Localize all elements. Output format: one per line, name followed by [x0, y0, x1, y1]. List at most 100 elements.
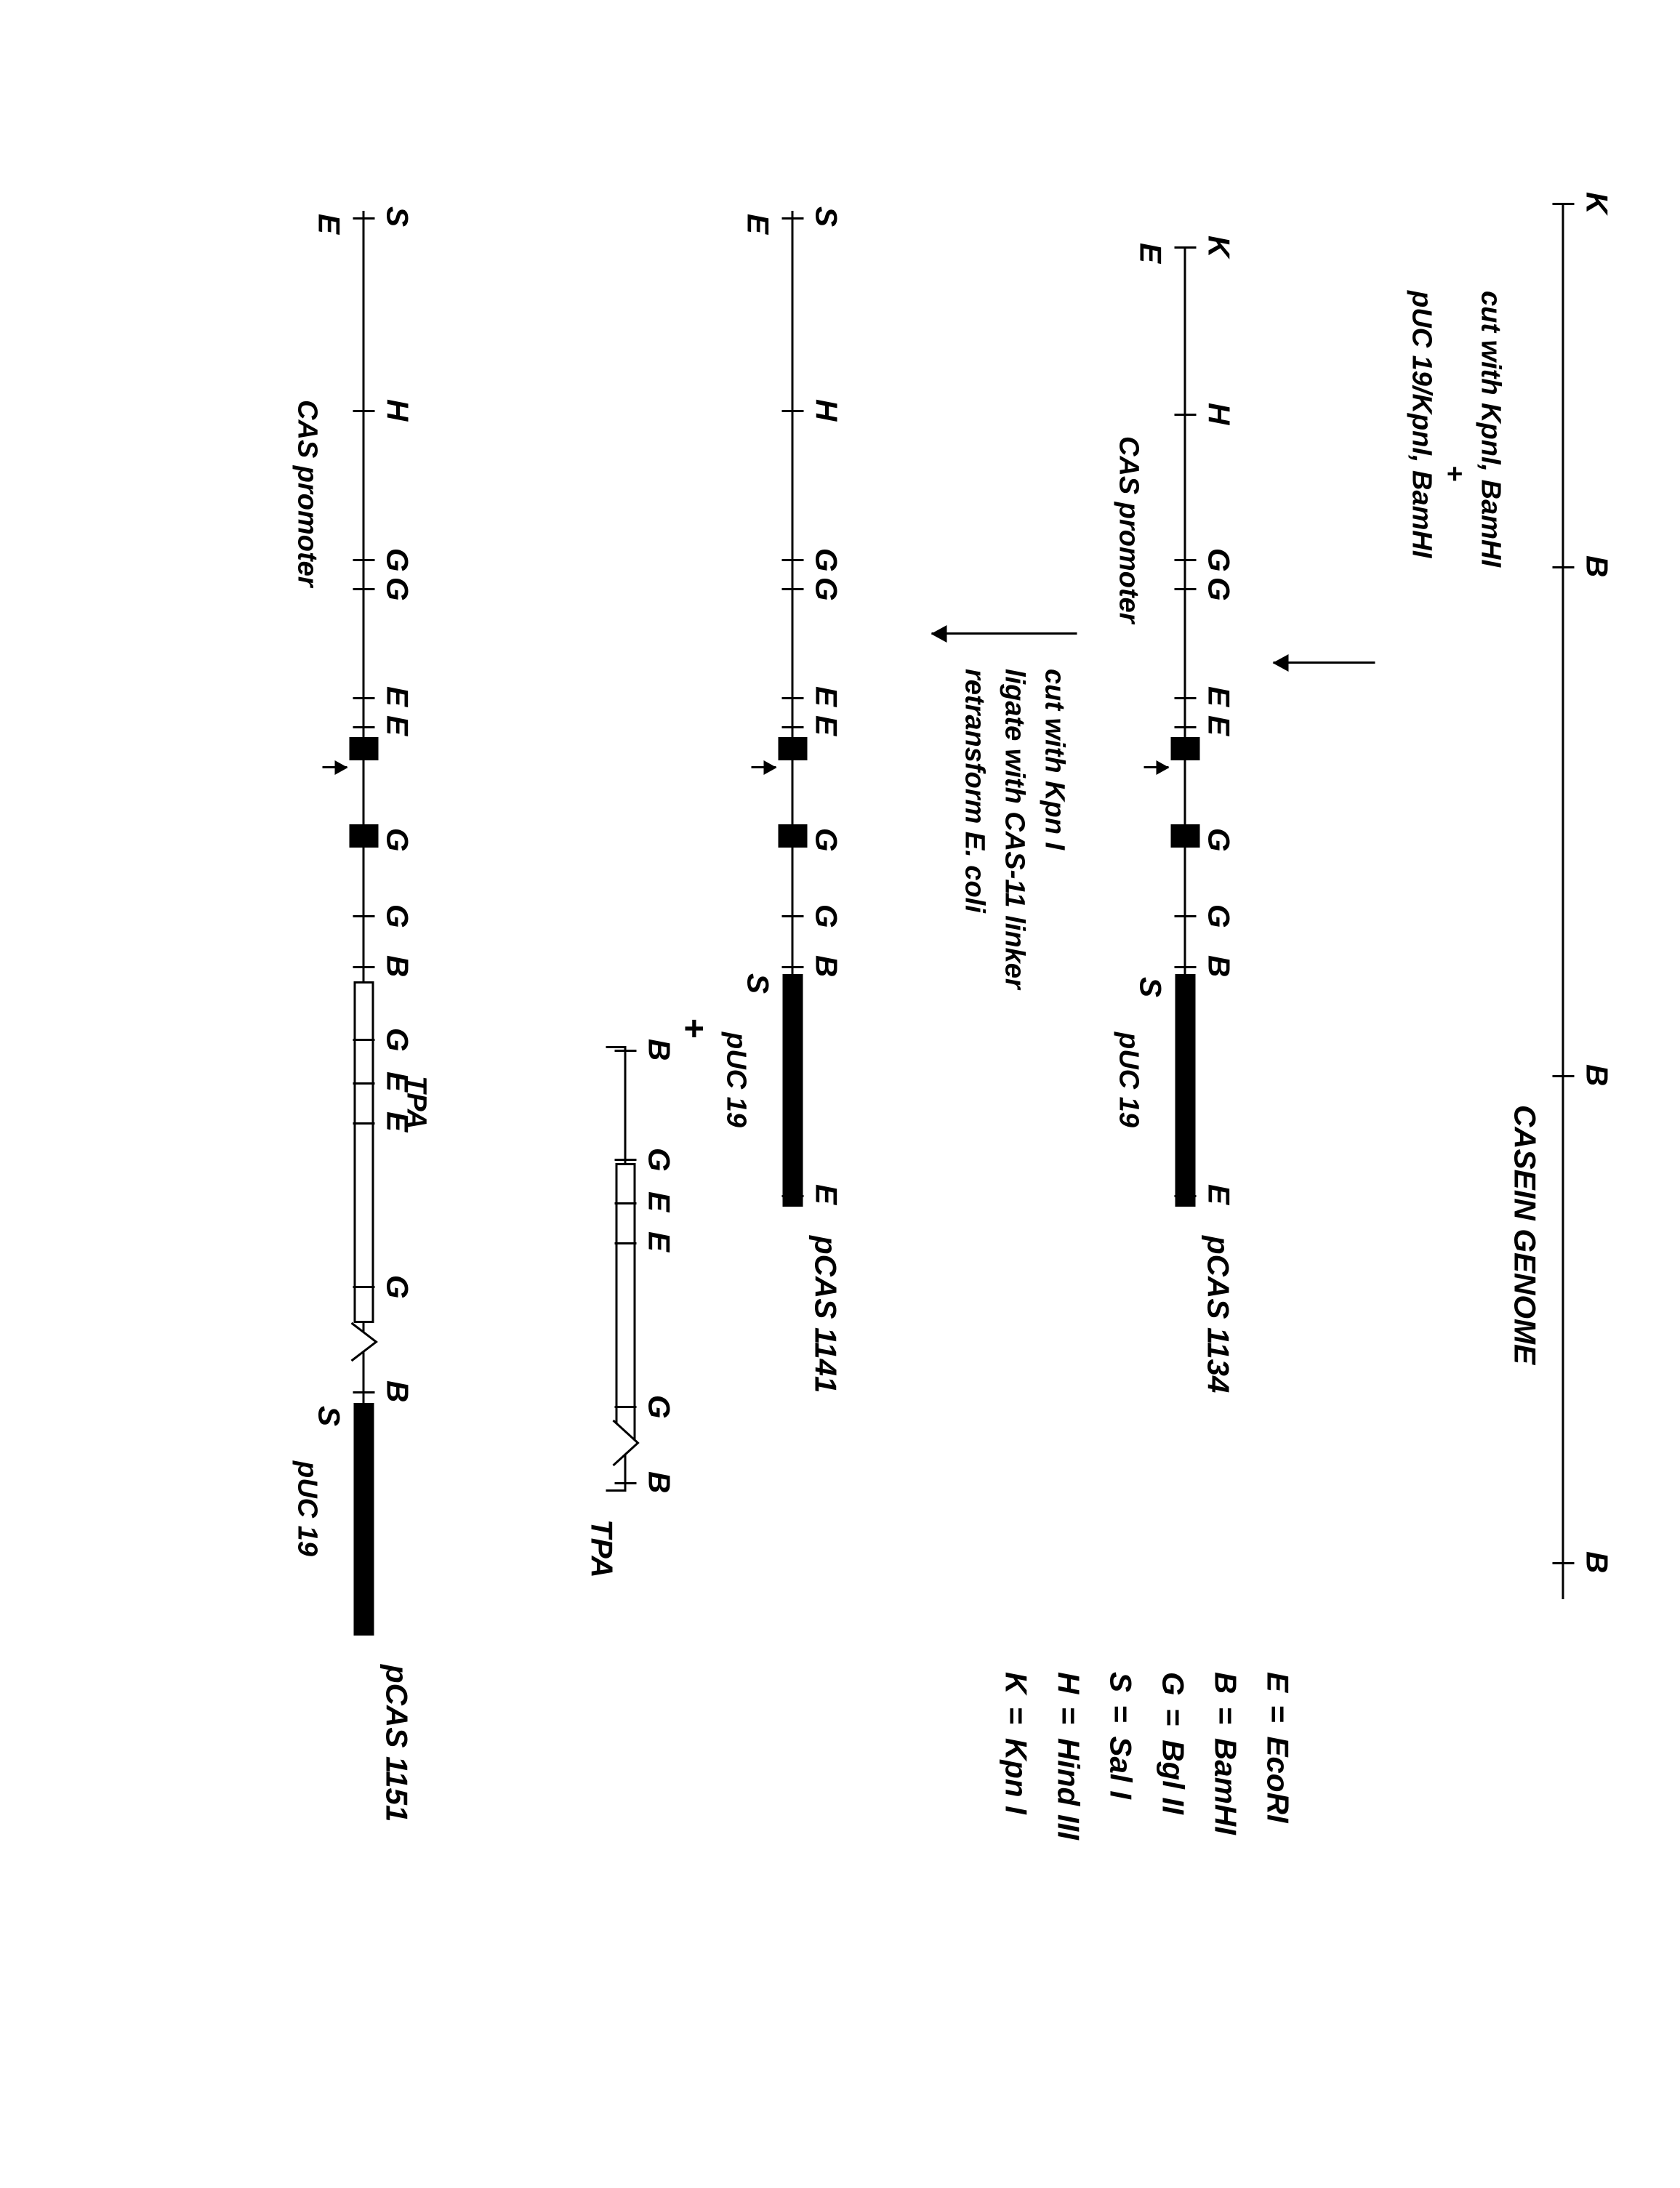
legend-letter: B — [1207, 1672, 1242, 1694]
site-label: G — [808, 828, 843, 852]
restriction-site-tick — [353, 1039, 374, 1041]
atg-arrow-icon — [322, 766, 347, 768]
restriction-site-tick — [353, 410, 374, 412]
site-label: E — [1201, 686, 1236, 707]
legend-enzyme: Kpn I — [998, 1738, 1033, 1814]
restriction-site-tick — [1552, 1075, 1574, 1077]
site-label: E — [641, 1191, 676, 1212]
genome-line — [1562, 204, 1564, 1599]
site-label: H — [1201, 403, 1236, 425]
step2-line3: retransform E. coli — [958, 669, 989, 913]
restriction-site-tick — [614, 1202, 636, 1204]
site-label: G — [379, 548, 414, 572]
site-label: G — [379, 1275, 414, 1299]
restriction-site-tick — [353, 588, 374, 590]
restriction-site-tick — [781, 1195, 803, 1197]
puc19-label: pUC 19 — [720, 1032, 751, 1127]
restriction-site-tick — [353, 697, 374, 699]
site-label: B — [641, 1039, 676, 1061]
site-label: E — [1133, 243, 1167, 263]
site-label: E — [740, 214, 775, 234]
site-label: B — [379, 1380, 414, 1402]
restriction-site-tick — [353, 966, 374, 968]
site-label: B — [641, 1471, 676, 1493]
puc19-segment — [782, 974, 803, 1207]
site-label: E — [311, 214, 346, 234]
restriction-site-tick — [781, 217, 803, 220]
tpa-open-segment — [353, 981, 374, 1323]
restriction-site-tick — [1174, 697, 1196, 699]
legend-letter: S — [1103, 1672, 1138, 1692]
construct-name: pCAS 1141 — [808, 1236, 843, 1393]
construct-name: pCAS 1134 — [1200, 1236, 1235, 1393]
site-label: H — [808, 399, 843, 421]
plus-symbol: + — [673, 1018, 713, 1038]
step1-plus: + — [1438, 465, 1469, 481]
site-label: G — [379, 904, 414, 928]
restriction-site-tick — [353, 559, 374, 561]
cas-promoter-label: CAS promoter — [1112, 436, 1144, 624]
legend-equals: = — [1155, 1709, 1190, 1727]
atg-arrow-icon — [751, 766, 776, 768]
puc19-segment — [353, 1403, 374, 1636]
site-label: G — [641, 1148, 676, 1172]
site-label: G — [808, 904, 843, 928]
site-label: B — [1579, 555, 1614, 577]
restriction-site-tick — [614, 1482, 636, 1484]
site-label: B — [1579, 1551, 1614, 1573]
site-label: G — [1201, 828, 1236, 852]
site-label: B — [808, 955, 843, 977]
site-label: B — [1579, 1064, 1614, 1086]
legend-row: G=Bgl II — [1155, 1672, 1190, 1814]
step1-puc-text: pUC 19/KpnI, BamHI — [1405, 291, 1436, 558]
legend-enzyme: EcoRI — [1260, 1737, 1295, 1823]
tpa-notch — [610, 1417, 640, 1468]
site-label: S — [808, 206, 843, 227]
site-label: E — [808, 686, 843, 707]
legend-equals: = — [1103, 1705, 1138, 1724]
restriction-site-tick — [1174, 1195, 1196, 1197]
site-label: G — [1201, 577, 1236, 601]
restriction-site-tick — [353, 1082, 374, 1085]
restriction-site-tick — [614, 1159, 636, 1161]
restriction-site-tick — [614, 1050, 636, 1052]
site-label: G — [379, 1028, 414, 1052]
exon-box — [349, 737, 378, 760]
restriction-site-tick — [353, 915, 374, 917]
restriction-site-tick — [781, 726, 803, 728]
site-label: H — [379, 399, 414, 421]
restriction-site-tick — [353, 1122, 374, 1125]
site-label: S — [379, 206, 414, 227]
cas-promoter-label: CAS promoter — [291, 400, 322, 587]
restriction-site-tick — [1174, 246, 1196, 249]
restriction-site-tick — [1174, 588, 1196, 590]
site-label: G — [808, 548, 843, 572]
site-label: G — [641, 1395, 676, 1419]
exon-box — [778, 824, 807, 848]
legend-letter: K — [998, 1672, 1033, 1694]
exon-box — [1170, 824, 1199, 848]
restriction-site-tick — [781, 410, 803, 412]
site-label: E — [379, 686, 414, 707]
site-label: E — [641, 1231, 676, 1252]
restriction-site-tick — [614, 1242, 636, 1244]
site-label: S — [311, 1406, 346, 1426]
legend-equals: = — [998, 1707, 1033, 1725]
legend-row: K = Kpn I — [998, 1672, 1033, 1814]
restriction-site-tick — [614, 1406, 636, 1408]
restriction-site-tick — [1174, 726, 1196, 728]
atg-arrow-icon — [1144, 766, 1168, 768]
tpa-notch — [348, 1320, 379, 1364]
restriction-site-tick — [1552, 1562, 1574, 1564]
legend-letter: G — [1155, 1672, 1190, 1696]
restriction-site-tick — [1174, 559, 1196, 561]
restriction-site-tick — [1552, 203, 1574, 205]
legend-enzyme: Hind III — [1050, 1738, 1085, 1840]
site-label: G — [379, 577, 414, 601]
site-label: E — [379, 715, 414, 736]
legend-row: B=BamHI — [1207, 1672, 1242, 1835]
bracket-tick — [606, 1046, 626, 1048]
site-label: B — [379, 955, 414, 977]
legend-letter: E — [1260, 1672, 1295, 1692]
site-label: E — [808, 715, 843, 736]
